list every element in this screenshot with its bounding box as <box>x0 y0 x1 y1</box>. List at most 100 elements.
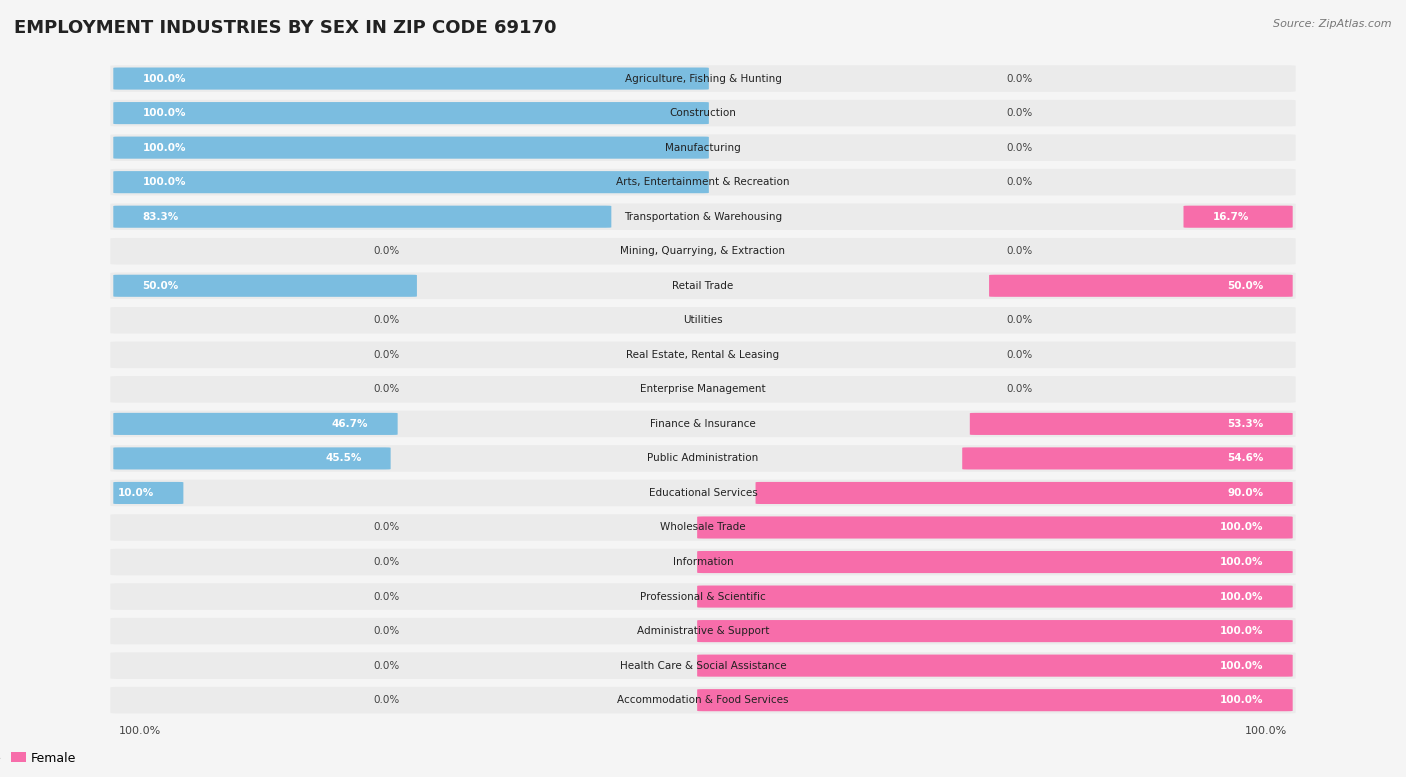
FancyBboxPatch shape <box>114 275 418 297</box>
FancyBboxPatch shape <box>111 514 1295 541</box>
Text: 45.5%: 45.5% <box>325 454 361 463</box>
Text: 0.0%: 0.0% <box>1007 177 1033 187</box>
FancyBboxPatch shape <box>697 551 1292 573</box>
Text: 100.0%: 100.0% <box>1220 591 1264 601</box>
FancyBboxPatch shape <box>111 445 1295 472</box>
Text: Construction: Construction <box>669 108 737 118</box>
Text: 0.0%: 0.0% <box>373 315 399 326</box>
Text: 0.0%: 0.0% <box>1007 315 1033 326</box>
FancyBboxPatch shape <box>697 586 1292 608</box>
Text: Source: ZipAtlas.com: Source: ZipAtlas.com <box>1274 19 1392 30</box>
FancyBboxPatch shape <box>111 410 1295 437</box>
FancyBboxPatch shape <box>111 238 1295 264</box>
FancyBboxPatch shape <box>111 618 1295 644</box>
FancyBboxPatch shape <box>114 448 391 469</box>
Text: Arts, Entertainment & Recreation: Arts, Entertainment & Recreation <box>616 177 790 187</box>
Text: 100.0%: 100.0% <box>142 74 186 84</box>
FancyBboxPatch shape <box>111 687 1295 713</box>
Text: Finance & Insurance: Finance & Insurance <box>650 419 756 429</box>
Text: 90.0%: 90.0% <box>1227 488 1264 498</box>
FancyBboxPatch shape <box>114 68 709 89</box>
Text: 100.0%: 100.0% <box>142 143 186 152</box>
Text: 100.0%: 100.0% <box>1220 626 1264 636</box>
Text: 0.0%: 0.0% <box>1007 108 1033 118</box>
Text: Transportation & Warehousing: Transportation & Warehousing <box>624 211 782 221</box>
FancyBboxPatch shape <box>111 307 1295 333</box>
Text: 0.0%: 0.0% <box>373 385 399 395</box>
Text: 0.0%: 0.0% <box>1007 246 1033 256</box>
Text: 0.0%: 0.0% <box>373 557 399 567</box>
Text: Wholesale Trade: Wholesale Trade <box>661 522 745 532</box>
Text: Mining, Quarrying, & Extraction: Mining, Quarrying, & Extraction <box>620 246 786 256</box>
Text: Educational Services: Educational Services <box>648 488 758 498</box>
Text: 0.0%: 0.0% <box>373 591 399 601</box>
Text: 0.0%: 0.0% <box>373 695 399 706</box>
Text: 100.0%: 100.0% <box>1220 660 1264 671</box>
Text: 54.6%: 54.6% <box>1227 454 1264 463</box>
FancyBboxPatch shape <box>114 137 709 159</box>
Text: Retail Trade: Retail Trade <box>672 280 734 291</box>
FancyBboxPatch shape <box>114 206 612 228</box>
Text: Information: Information <box>672 557 734 567</box>
Text: 16.7%: 16.7% <box>1213 211 1249 221</box>
Text: 0.0%: 0.0% <box>1007 385 1033 395</box>
Text: Agriculture, Fishing & Hunting: Agriculture, Fishing & Hunting <box>624 74 782 84</box>
FancyBboxPatch shape <box>111 479 1295 507</box>
FancyBboxPatch shape <box>114 171 709 193</box>
Text: Real Estate, Rental & Leasing: Real Estate, Rental & Leasing <box>627 350 779 360</box>
Text: 0.0%: 0.0% <box>1007 74 1033 84</box>
FancyBboxPatch shape <box>697 654 1292 677</box>
FancyBboxPatch shape <box>114 482 183 504</box>
Text: 0.0%: 0.0% <box>373 660 399 671</box>
FancyBboxPatch shape <box>111 99 1295 127</box>
Text: Professional & Scientific: Professional & Scientific <box>640 591 766 601</box>
Text: EMPLOYMENT INDUSTRIES BY SEX IN ZIP CODE 69170: EMPLOYMENT INDUSTRIES BY SEX IN ZIP CODE… <box>14 19 557 37</box>
Text: 46.7%: 46.7% <box>332 419 368 429</box>
Text: 100.0%: 100.0% <box>142 108 186 118</box>
Text: Manufacturing: Manufacturing <box>665 143 741 152</box>
FancyBboxPatch shape <box>111 273 1295 299</box>
Text: 100.0%: 100.0% <box>120 726 162 736</box>
Text: 100.0%: 100.0% <box>142 177 186 187</box>
Text: Health Care & Social Assistance: Health Care & Social Assistance <box>620 660 786 671</box>
Text: Utilities: Utilities <box>683 315 723 326</box>
Text: Administrative & Support: Administrative & Support <box>637 626 769 636</box>
FancyBboxPatch shape <box>697 620 1292 642</box>
Text: 83.3%: 83.3% <box>142 211 179 221</box>
FancyBboxPatch shape <box>755 482 1292 504</box>
Text: 50.0%: 50.0% <box>1227 280 1264 291</box>
FancyBboxPatch shape <box>697 517 1292 538</box>
Text: 100.0%: 100.0% <box>1220 557 1264 567</box>
FancyBboxPatch shape <box>111 134 1295 161</box>
Text: 0.0%: 0.0% <box>373 522 399 532</box>
FancyBboxPatch shape <box>962 448 1292 469</box>
FancyBboxPatch shape <box>111 653 1295 679</box>
Text: 100.0%: 100.0% <box>1220 695 1264 706</box>
Text: 100.0%: 100.0% <box>1244 726 1286 736</box>
FancyBboxPatch shape <box>1184 206 1292 228</box>
FancyBboxPatch shape <box>697 689 1292 711</box>
Text: 0.0%: 0.0% <box>373 350 399 360</box>
Text: 100.0%: 100.0% <box>1220 522 1264 532</box>
FancyBboxPatch shape <box>114 102 709 124</box>
Legend: Male, Female: Male, Female <box>0 747 82 769</box>
FancyBboxPatch shape <box>111 65 1295 92</box>
Text: Public Administration: Public Administration <box>647 454 759 463</box>
Text: 10.0%: 10.0% <box>118 488 155 498</box>
Text: Accommodation & Food Services: Accommodation & Food Services <box>617 695 789 706</box>
FancyBboxPatch shape <box>970 413 1292 435</box>
Text: 0.0%: 0.0% <box>373 626 399 636</box>
Text: 0.0%: 0.0% <box>373 246 399 256</box>
FancyBboxPatch shape <box>111 342 1295 368</box>
FancyBboxPatch shape <box>111 204 1295 230</box>
Text: 50.0%: 50.0% <box>142 280 179 291</box>
Text: Enterprise Management: Enterprise Management <box>640 385 766 395</box>
Text: 0.0%: 0.0% <box>1007 350 1033 360</box>
FancyBboxPatch shape <box>988 275 1292 297</box>
FancyBboxPatch shape <box>114 413 398 435</box>
FancyBboxPatch shape <box>111 549 1295 575</box>
FancyBboxPatch shape <box>111 376 1295 402</box>
Text: 0.0%: 0.0% <box>1007 143 1033 152</box>
FancyBboxPatch shape <box>111 584 1295 610</box>
FancyBboxPatch shape <box>111 169 1295 196</box>
